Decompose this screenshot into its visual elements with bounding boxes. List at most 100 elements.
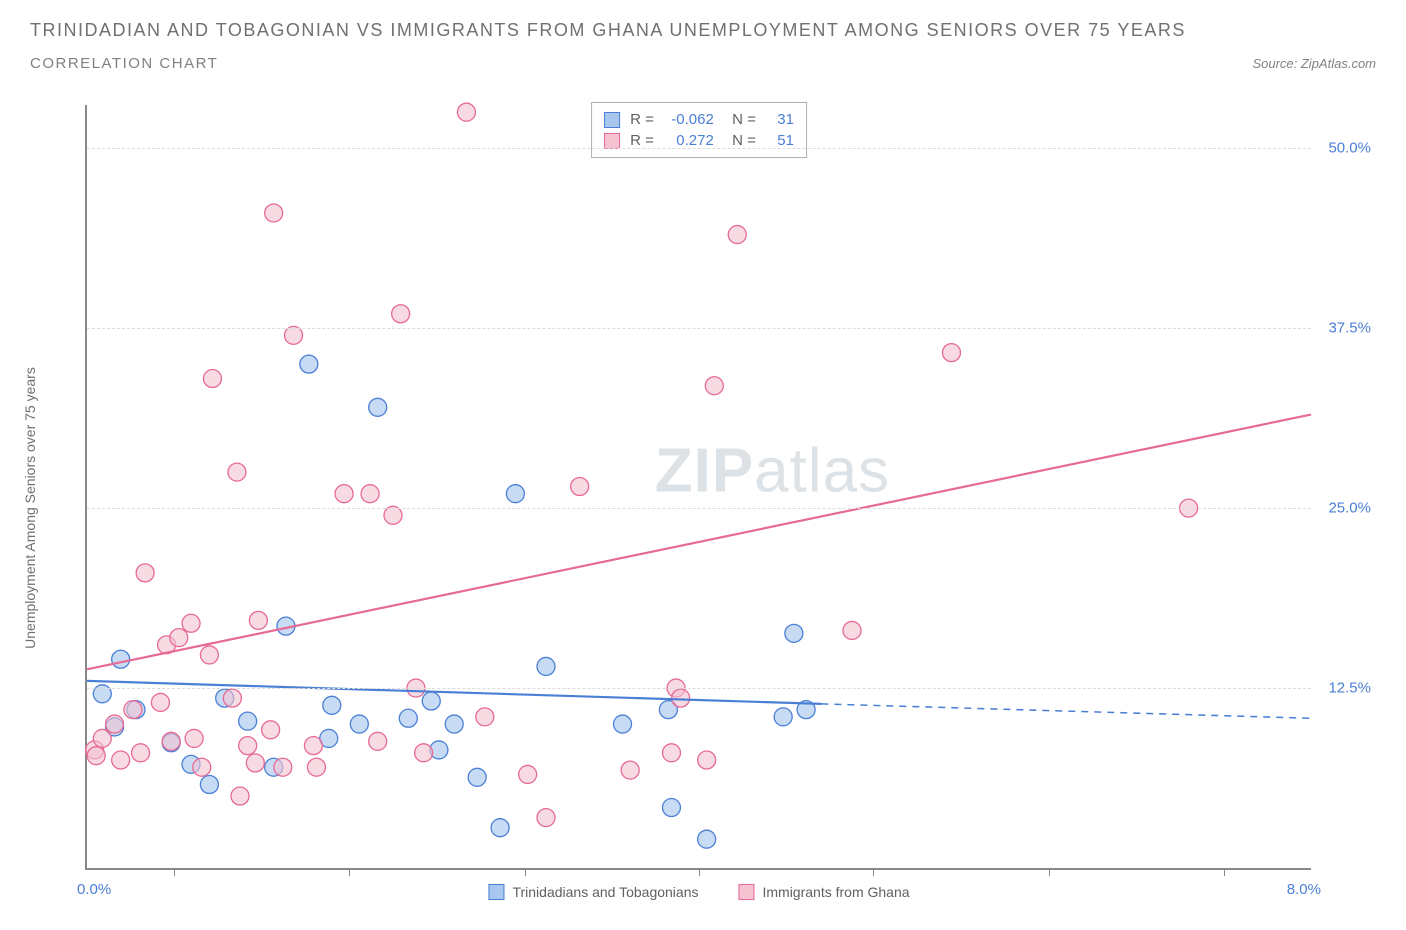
data-point <box>774 708 792 726</box>
data-point <box>151 693 169 711</box>
data-point <box>87 747 105 765</box>
data-point <box>445 715 463 733</box>
data-point <box>698 751 716 769</box>
data-point <box>182 614 200 632</box>
data-point <box>249 611 267 629</box>
data-point <box>728 226 746 244</box>
data-point <box>170 629 188 647</box>
trend-line <box>87 415 1311 670</box>
x-tick <box>174 868 175 876</box>
x-axis-min-label: 0.0% <box>77 881 111 898</box>
grid-line <box>87 508 1311 509</box>
y-tick-label: 37.5% <box>1328 320 1371 337</box>
data-point <box>132 744 150 762</box>
stat-n-value: 31 <box>766 111 794 128</box>
legend-swatch <box>604 133 620 149</box>
data-point <box>265 204 283 222</box>
data-point <box>246 754 264 772</box>
grid-line <box>87 688 1311 689</box>
data-point <box>662 799 680 817</box>
trend-line-extrapolated <box>821 704 1311 718</box>
stat-n-label: N = <box>724 132 756 149</box>
x-tick <box>525 868 526 876</box>
legend-item: Trinidadians and Tobagonians <box>488 884 698 900</box>
stat-r-value: -0.062 <box>664 111 714 128</box>
data-point <box>369 732 387 750</box>
data-point <box>519 765 537 783</box>
data-point <box>200 776 218 794</box>
legend-swatch <box>738 884 754 900</box>
y-tick-label: 25.0% <box>1328 500 1371 517</box>
data-point <box>468 768 486 786</box>
y-tick-label: 50.0% <box>1328 140 1371 157</box>
data-point <box>672 689 690 707</box>
x-tick <box>349 868 350 876</box>
legend-swatch <box>604 112 620 128</box>
data-point <box>843 621 861 639</box>
data-point <box>491 819 509 837</box>
data-point <box>239 737 257 755</box>
stat-r-label: R = <box>630 111 654 128</box>
stat-n-value: 51 <box>766 132 794 149</box>
chart-header: TRINIDADIAN AND TOBAGONIAN VS IMMIGRANTS… <box>0 0 1406 82</box>
data-point <box>106 715 124 733</box>
data-point <box>93 729 111 747</box>
data-point <box>274 758 292 776</box>
data-point <box>361 485 379 503</box>
legend-item: Immigrants from Ghana <box>738 884 909 900</box>
stat-r-label: R = <box>630 132 654 149</box>
data-point <box>185 729 203 747</box>
subtitle-row: CORRELATION CHART Source: ZipAtlas.com <box>30 55 1376 72</box>
data-point <box>662 744 680 762</box>
correlation-stats-box: R = -0.062 N = 31 R = 0.272 N = 51 <box>591 102 807 158</box>
data-point <box>136 564 154 582</box>
data-point <box>300 355 318 373</box>
stat-r-value: 0.272 <box>664 132 714 149</box>
data-point <box>200 646 218 664</box>
data-point <box>476 708 494 726</box>
x-tick <box>699 868 700 876</box>
data-point <box>239 712 257 730</box>
chart-subtitle: CORRELATION CHART <box>30 55 218 72</box>
x-tick <box>1049 868 1050 876</box>
data-point <box>698 830 716 848</box>
series-legend: Trinidadians and Tobagonians Immigrants f… <box>488 884 909 900</box>
stats-row: R = -0.062 N = 31 <box>604 109 794 130</box>
data-point <box>350 715 368 733</box>
data-point <box>162 732 180 750</box>
data-point <box>335 485 353 503</box>
data-point <box>203 370 221 388</box>
legend-label: Trinidadians and Tobagonians <box>512 884 698 900</box>
grid-line <box>87 148 1311 149</box>
data-point <box>457 103 475 121</box>
legend-label: Immigrants from Ghana <box>762 884 909 900</box>
data-point <box>304 737 322 755</box>
data-point <box>231 787 249 805</box>
source-attribution: Source: ZipAtlas.com <box>1252 56 1376 71</box>
x-tick <box>1224 868 1225 876</box>
legend-swatch <box>488 884 504 900</box>
stat-n-label: N = <box>724 111 756 128</box>
data-point <box>785 624 803 642</box>
plot-area: ZIPatlas R =-0.062 N =31R =0.272 N =51 0… <box>85 105 1311 870</box>
data-point <box>621 761 639 779</box>
data-point <box>262 721 280 739</box>
data-point <box>308 758 326 776</box>
y-axis-label: Unemployment Among Seniors over 75 years <box>22 367 38 649</box>
data-point <box>124 701 142 719</box>
data-point <box>193 758 211 776</box>
data-point <box>228 463 246 481</box>
data-point <box>537 809 555 827</box>
data-point <box>112 751 130 769</box>
x-tick <box>873 868 874 876</box>
x-axis-max-label: 8.0% <box>1287 881 1321 898</box>
data-layer <box>87 105 1311 868</box>
data-point <box>571 478 589 496</box>
data-point <box>392 305 410 323</box>
data-point <box>422 692 440 710</box>
data-point <box>399 709 417 727</box>
y-tick-label: 12.5% <box>1328 680 1371 697</box>
chart-title: TRINIDADIAN AND TOBAGONIAN VS IMMIGRANTS… <box>30 20 1376 41</box>
data-point <box>942 344 960 362</box>
data-point <box>415 744 433 762</box>
